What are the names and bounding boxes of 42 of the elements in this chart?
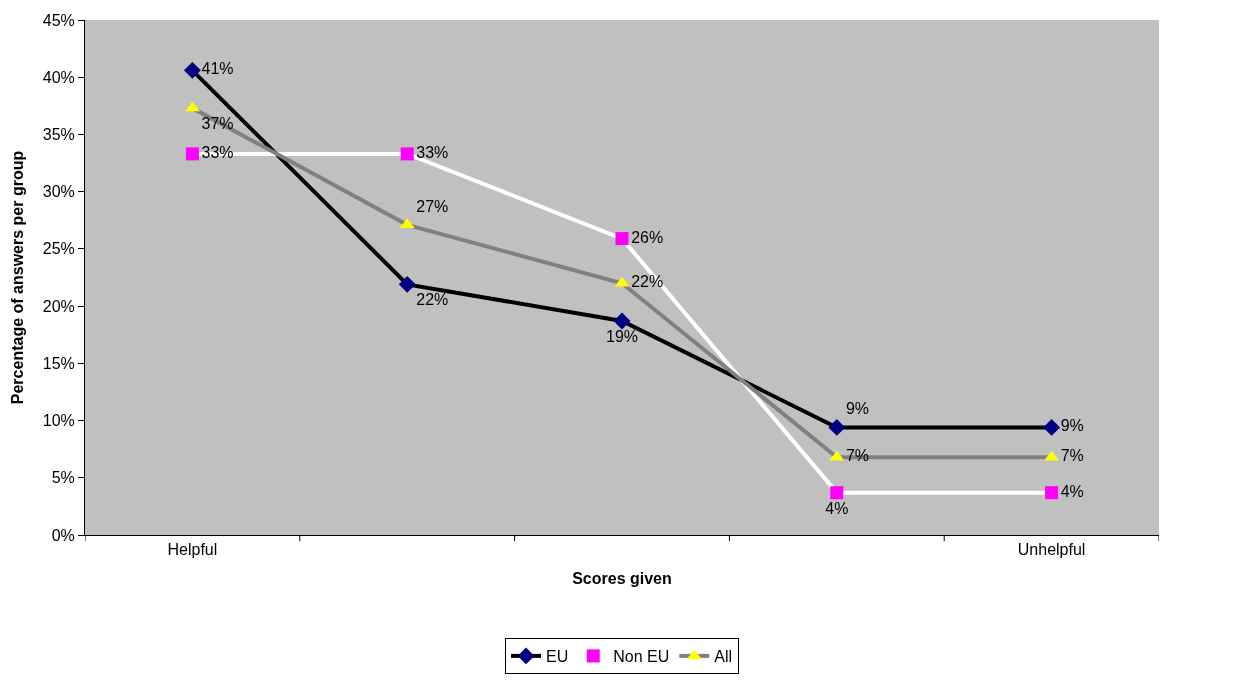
- data-label: 4%: [1060, 482, 1084, 500]
- y-axis-title: Percentage of answers per group: [8, 150, 26, 405]
- data-label: 22%: [631, 273, 664, 291]
- y-tick-label: 30%: [42, 183, 75, 201]
- y-tick-label: 15%: [42, 354, 75, 372]
- data-label: 33%: [416, 143, 449, 161]
- point: [613, 312, 631, 330]
- data-label: 41%: [201, 60, 234, 78]
- y-tick-label: 25%: [42, 240, 75, 258]
- data-label: 19%: [605, 328, 639, 346]
- point: [1043, 418, 1061, 436]
- data-label: 37%: [201, 115, 234, 133]
- data-label: 33%: [201, 143, 234, 161]
- y-tick-label: 0%: [51, 526, 75, 544]
- data-label: 4%: [825, 499, 849, 517]
- point: [398, 275, 416, 293]
- legend-label: All: [714, 648, 733, 666]
- x-tick-label: Unhelpful: [1017, 541, 1086, 559]
- data-label: 9%: [845, 400, 870, 418]
- data-label: 7%: [845, 447, 870, 465]
- data-label: 26%: [631, 228, 664, 246]
- y-tick-label: 5%: [51, 469, 75, 487]
- y-tick-label: 45%: [42, 11, 75, 29]
- x-tick-label: Helpful: [167, 541, 218, 559]
- point: [400, 147, 414, 161]
- legend-label: EU: [546, 648, 569, 666]
- y-tick-label: 40%: [42, 68, 75, 86]
- y-tick-label: 10%: [42, 412, 75, 430]
- x-axis-title: Scores given: [572, 569, 672, 587]
- point: [830, 486, 844, 500]
- point: [183, 61, 201, 79]
- y-tick-label: 20%: [42, 297, 75, 315]
- data-label: 7%: [1060, 447, 1084, 465]
- point: [828, 418, 846, 436]
- point: [615, 232, 629, 246]
- point: [185, 147, 199, 161]
- legend-label: Non EU: [613, 648, 670, 666]
- data-label: 22%: [416, 291, 449, 309]
- y-tick-label: 35%: [42, 126, 75, 144]
- data-label: 27%: [416, 197, 449, 215]
- data-label: 9%: [1060, 417, 1084, 435]
- point: [1045, 486, 1059, 500]
